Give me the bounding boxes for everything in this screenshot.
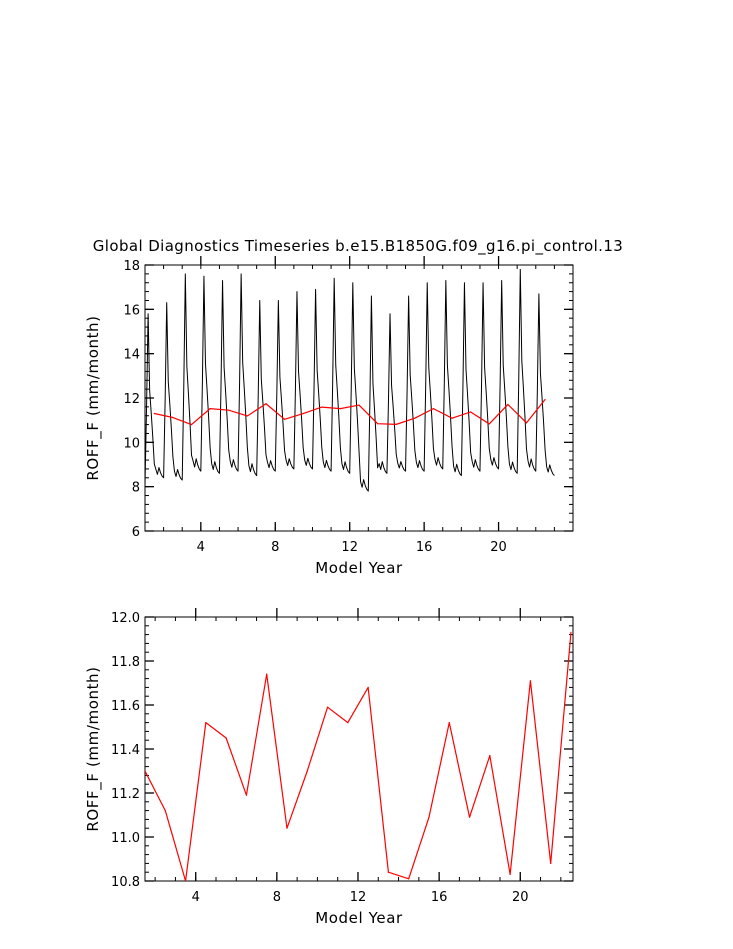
bottom-y-tick-label: 12.0 <box>111 611 140 626</box>
top-y-tick-label: 16 <box>123 303 140 318</box>
top-y-tick-label: 14 <box>123 348 140 363</box>
bottom-y-axis-label: ROFF_F (mm/month) <box>84 666 103 831</box>
bottom-x-tick-label: 20 <box>512 890 529 905</box>
bottom-annual-point <box>550 862 552 865</box>
top-y-axis-label: ROFF_F (mm/month) <box>84 315 103 480</box>
top-annual-point <box>507 403 509 406</box>
bottom-x-tick-label: 16 <box>431 890 448 905</box>
top-annual-point <box>190 424 193 426</box>
bottom-y-tick-label: 10.8 <box>111 875 140 890</box>
bottom-x-axis-label: Model Year <box>315 909 403 927</box>
bottom-annual-point <box>225 737 227 739</box>
top-annual-point <box>172 416 174 419</box>
top-x-tick-label: 12 <box>341 540 358 555</box>
bottom-y-tick-label: 11.0 <box>111 831 140 846</box>
top-annual-point <box>302 412 304 415</box>
top-annual-point <box>153 412 155 415</box>
bottom-annual-point <box>428 816 430 818</box>
bottom-annual-point <box>387 871 390 873</box>
top-annual-point <box>246 415 248 417</box>
bottom-y-tick-label: 11.8 <box>111 655 140 670</box>
top-annual-point <box>358 404 360 406</box>
bottom-annual-point <box>326 706 329 708</box>
top-annual-point <box>414 417 416 419</box>
chart-title: Global Diagnostics Timeseries b.e15.B185… <box>93 237 623 256</box>
bottom-annual-point <box>145 770 146 772</box>
bottom-annual-point <box>306 770 308 772</box>
top-annual-point <box>395 423 397 425</box>
top-plot-frame <box>144 264 574 532</box>
top-x-tick-label: 20 <box>490 540 507 555</box>
bottom-annual-point <box>570 631 572 634</box>
top-annual-point <box>209 408 211 410</box>
bottom-plot-frame <box>144 616 574 882</box>
top-annual-point <box>470 411 472 413</box>
bottom-series-group <box>145 631 572 881</box>
bottom-y-tick-label: 11.6 <box>111 699 140 714</box>
bottom-annual-point <box>164 810 166 812</box>
bottom-annual-point <box>347 722 349 724</box>
bottom-y-tick-label: 11.4 <box>111 743 140 758</box>
bottom-plot-panel: 4 8 12 16 20 10.8 11.0 11.2 11.4 11.6 11.8 12.0 Mode… <box>84 608 574 927</box>
top-annual-point <box>544 398 546 401</box>
top-annual-point <box>488 423 490 425</box>
top-annual-point <box>228 409 230 411</box>
top-y-tick-label: 12 <box>123 392 140 407</box>
top-x-tick-label: 4 <box>197 540 205 555</box>
bottom-annual-point <box>266 673 268 675</box>
top-y-tick-label: 18 <box>123 259 140 274</box>
bottom-annual-point <box>286 827 288 829</box>
top-x-tick-label: 16 <box>416 540 433 555</box>
bottom-annual-point <box>489 755 491 757</box>
bottom-x-tick-label: 8 <box>273 890 281 905</box>
top-annual-point <box>377 423 379 425</box>
bottom-x-tick-label: 4 <box>192 890 200 905</box>
top-annual-point <box>283 418 286 420</box>
bottom-annual-point <box>205 722 207 724</box>
top-annual-point <box>451 417 453 419</box>
top-series-group <box>145 268 555 492</box>
top-plot-panel: 4 8 12 16 20 6 8 10 12 14 16 18 Model Year ROFF_F (mm… <box>84 256 574 577</box>
bottom-annual-point <box>529 680 532 682</box>
top-x-axis-label: Model Year <box>315 559 403 577</box>
bottom-annual-series-line <box>145 632 572 881</box>
top-x-tick-label: 8 <box>271 540 279 555</box>
top-annual-point <box>265 403 267 405</box>
bottom-x-tick-label: 12 <box>350 890 367 905</box>
bottom-annual-point <box>448 722 450 724</box>
top-y-tick-label: 6 <box>132 525 140 540</box>
top-annual-point <box>339 408 341 410</box>
bottom-annual-point <box>509 873 511 876</box>
bottom-y-tick-label: 11.2 <box>111 787 140 802</box>
bottom-annual-point <box>184 880 187 881</box>
top-annual-series-line <box>154 399 546 426</box>
top-annual-point <box>525 422 528 424</box>
top-y-tick-label: 10 <box>123 436 140 451</box>
bottom-annual-point <box>245 794 248 796</box>
bottom-annual-point <box>468 816 471 818</box>
bottom-annual-point <box>408 878 410 880</box>
top-monthly-series-line <box>145 268 555 492</box>
top-annual-point <box>321 406 323 408</box>
top-annual-point <box>432 408 435 410</box>
bottom-annual-point <box>367 686 369 689</box>
top-y-tick-label: 8 <box>132 481 140 496</box>
